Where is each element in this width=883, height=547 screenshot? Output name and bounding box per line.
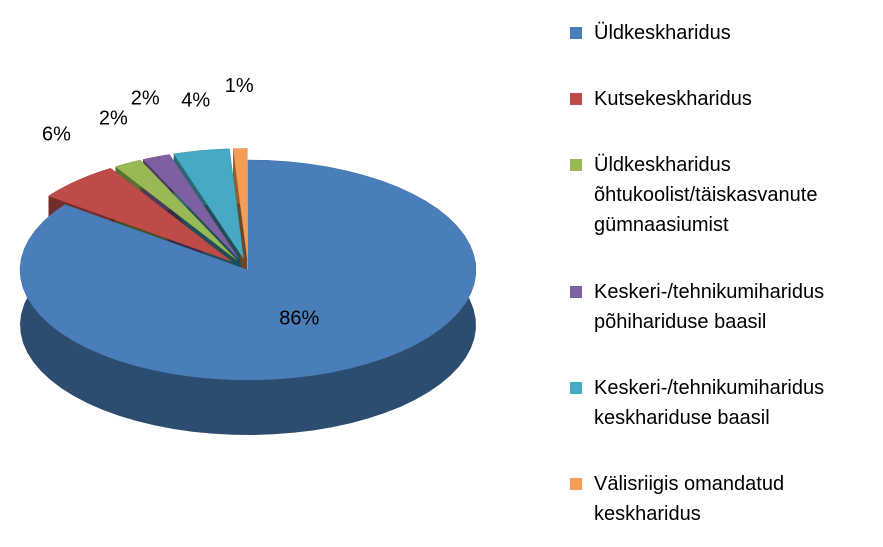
pie-area: 86% 6% 2%2% 4% 1% (19, 75, 477, 435)
legend-swatch (570, 477, 582, 490)
slice (142, 154, 240, 260)
legend-label: Üldkeskharidus õhtukoolist/täiskasvanute… (594, 154, 818, 237)
legend: Üldkeskharidus Kutsekeskharidus Üldkeskhar… (570, 0, 875, 547)
data-label: 6% (42, 124, 71, 146)
legend-swatch (570, 93, 582, 106)
legend-item: Kutsekeskharidus (570, 84, 875, 114)
slice (114, 159, 237, 261)
slice (232, 148, 248, 259)
legend-item: Keskeri-/tehnikumiharidus põhihariduse b… (570, 277, 875, 337)
legend-item: Üldkeskharidus (570, 18, 875, 48)
legend-item: Välisriigis omandatud keskharidus (570, 469, 875, 529)
legend-swatch (570, 381, 582, 394)
legend-swatch (570, 27, 582, 40)
legend-label: Keskeri-/tehnikumiharidus põhihariduse b… (594, 280, 825, 333)
slice (19, 159, 477, 381)
legend-item: Keskeri-/tehnikumiharidus keskhariduse b… (570, 373, 875, 433)
data-label: 2% (99, 108, 128, 130)
data-label: 1% (225, 75, 254, 97)
legend-label: Üldkeskharidus (594, 22, 731, 45)
data-label: 4% (181, 90, 210, 112)
pie-tops (19, 148, 477, 381)
legend-label: Keskeri-/tehnikumiharidus keskhariduse b… (594, 376, 825, 429)
legend-swatch (570, 285, 582, 298)
data-label: 2% (131, 87, 160, 109)
data-label: 86% (279, 307, 319, 329)
legend-swatch (570, 159, 582, 172)
legend-label: Kutsekeskharidus (594, 88, 752, 111)
legend-label: Välisriigis omandatud keskharidus (594, 472, 785, 525)
legend-item: Üldkeskharidus õhtukoolist/täiskasvanute… (570, 150, 875, 240)
labels: 86% 6% 2%2% 4% 1% (42, 75, 319, 330)
slice (47, 168, 232, 262)
slice (173, 148, 244, 259)
